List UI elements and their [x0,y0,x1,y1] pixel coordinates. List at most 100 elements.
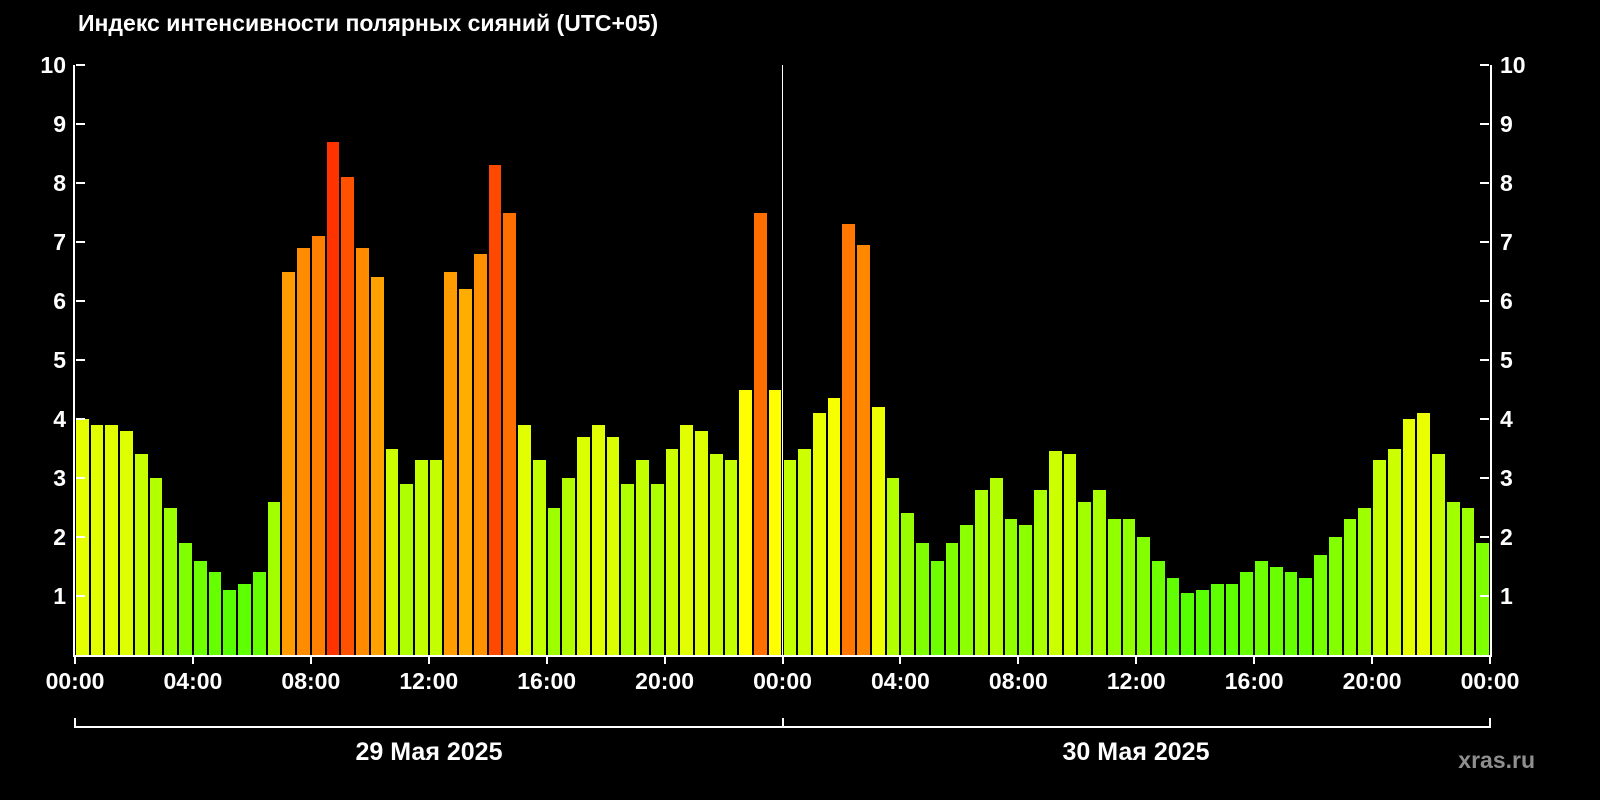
bar [341,177,355,655]
bar [1432,454,1445,655]
bar [798,448,811,655]
y-axis-label: 6 [53,288,66,314]
y-labels-right: 1 2 3 4 5 6 7 8 9 10 [1500,0,1566,800]
y-axis-label: 3 [1500,465,1513,491]
x-tick-mark [191,657,194,664]
bar [1093,489,1106,655]
x-axis-label: 16:00 [517,668,577,694]
bar [1019,525,1033,655]
bar [680,424,694,655]
x-tick-mark [1135,657,1138,664]
bar [1269,566,1283,655]
bar [1255,560,1268,655]
bar [1387,448,1401,655]
bar [916,542,929,655]
bar [989,478,1003,655]
bar [636,460,649,655]
y-axis-label: 4 [1500,406,1513,432]
bar [1461,507,1475,655]
x-axis-label: 04:00 [870,668,930,694]
date-axis-line [74,726,1491,728]
x-tick-mark [74,657,76,664]
bar [1314,554,1327,655]
bar [1402,419,1416,655]
bar [311,236,325,655]
y-axis-label: 8 [1500,170,1513,196]
y-axis-label: 2 [1500,524,1513,550]
bar [282,271,296,655]
bar [886,478,900,655]
bar [1225,584,1239,655]
bar [164,507,178,655]
bar [812,413,826,655]
bar [709,454,723,655]
bar [223,590,237,655]
y-axis-line-right [1490,65,1492,657]
bar [975,489,988,655]
x-tick-mark [545,657,548,664]
bar [857,244,870,655]
bar [827,398,841,655]
bar [415,460,428,655]
bar [149,478,163,655]
x-tick-mark [663,657,666,664]
x-axis-label: 08:00 [988,668,1048,694]
y-axis-label: 1 [53,583,66,609]
y-axis-label: 9 [53,111,66,137]
x-axis-label: 20:00 [635,668,694,694]
bar [120,430,133,655]
bar [1240,572,1254,655]
y-axis-label: 10 [40,52,66,78]
bar [1048,451,1062,655]
bar [665,448,679,655]
bar [444,271,458,655]
bar [1063,454,1077,655]
bar [577,436,590,655]
chart-title: Индекс интенсивности полярных сияний (UT… [78,10,659,36]
bar [518,424,531,655]
bar [783,460,797,655]
bar [297,247,310,655]
x-tick-mark [899,657,902,664]
bar [1196,590,1209,655]
bar [356,247,369,655]
x-tick-mark [1253,657,1256,664]
y-axis-label: 5 [53,347,66,373]
bar [370,277,384,655]
bar [842,224,856,655]
bar [754,212,767,655]
bar [488,165,502,655]
bar [1166,578,1180,655]
bar [695,430,708,655]
x-axis-label: 00:00 [753,668,812,694]
y-axis-label: 2 [53,524,66,550]
bar [1181,593,1195,655]
bar [1137,537,1150,655]
bar [591,424,605,655]
x-axis-label: 04:00 [163,668,223,694]
x-tick-mark [427,657,430,664]
bar [1373,460,1386,655]
y-labels-left: 1 2 3 4 5 6 7 8 9 10 [0,0,66,800]
bar [1284,572,1298,655]
bar [606,436,620,655]
bar [238,584,251,655]
bar [76,419,89,655]
bar [532,460,546,655]
watermark: xras.ru [1458,747,1535,773]
bar [1107,519,1121,655]
bar [1417,413,1431,655]
plot-area [75,65,1490,655]
bar [562,478,576,655]
y-axis-label: 3 [53,465,66,491]
bar [1078,501,1092,655]
bar [901,513,915,655]
bar [930,560,944,655]
y-axis-label: 1 [1500,583,1513,609]
bar [871,407,885,655]
bar [503,212,517,655]
bar [945,542,959,655]
bar [385,448,399,655]
bar [650,483,664,655]
